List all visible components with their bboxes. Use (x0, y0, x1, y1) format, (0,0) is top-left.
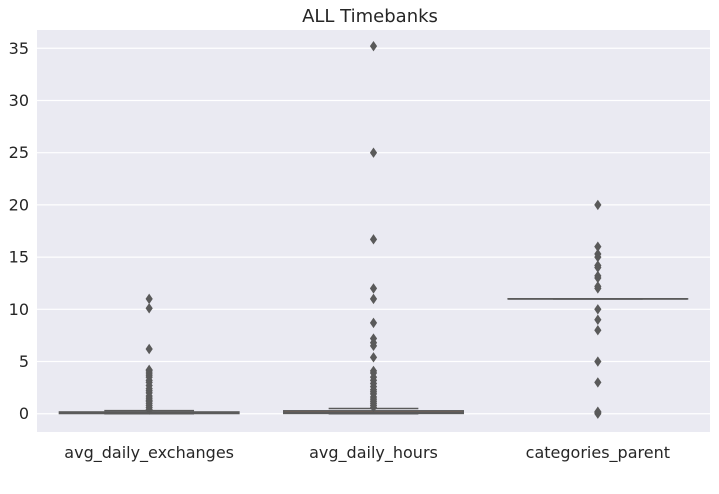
x-axis-ticks: avg_daily_exchanges avg_daily_hours catego… (64, 443, 670, 463)
outlier-point (369, 283, 378, 294)
outlier-point (594, 270, 602, 282)
box-avg_daily_exchanges (58, 293, 240, 415)
outlier-point (594, 281, 602, 292)
x-tick-label: avg_daily_exchanges (64, 443, 234, 463)
outlier-point (594, 304, 602, 315)
chart-title: ALL Timebanks (302, 6, 438, 27)
box-categories_parent (507, 199, 689, 419)
outlier-point (145, 303, 153, 314)
y-axis-ticks: 0 5 10 15 20 25 30 35 (9, 39, 29, 423)
x-tick-label: categories_parent (526, 443, 670, 463)
y-tick-label: 35 (9, 39, 29, 58)
box-avg_daily_hours (283, 40, 464, 415)
outlier-point (145, 364, 153, 376)
boxes (58, 40, 689, 419)
outlier-point (145, 343, 153, 355)
outlier-point (369, 333, 378, 344)
x-tick-label: avg_daily_hours (309, 443, 438, 463)
y-tick-label: 30 (9, 91, 29, 110)
outlier-point (369, 234, 378, 245)
y-tick-label: 0 (19, 404, 29, 423)
outlier-point (594, 199, 602, 211)
outlier-point (594, 377, 602, 388)
outlier-point (594, 241, 602, 252)
y-tick-label: 10 (9, 300, 29, 319)
outlier-point (369, 147, 378, 158)
outlier-point (594, 260, 602, 271)
outlier-point (594, 314, 602, 325)
outlier-point (145, 293, 153, 305)
outlier-point (369, 317, 378, 329)
outlier-point (594, 248, 602, 260)
outlier-point (594, 356, 602, 367)
outlier-point (594, 324, 602, 336)
outlier-point (369, 40, 378, 52)
outlier-point (594, 406, 602, 417)
outlier-point (369, 352, 378, 363)
y-tick-label: 15 (9, 248, 29, 267)
y-tick-label: 20 (9, 195, 29, 214)
outlier-point (369, 293, 378, 305)
outlier-point (369, 365, 378, 377)
y-tick-label: 25 (9, 143, 29, 162)
y-tick-label: 5 (19, 352, 29, 371)
